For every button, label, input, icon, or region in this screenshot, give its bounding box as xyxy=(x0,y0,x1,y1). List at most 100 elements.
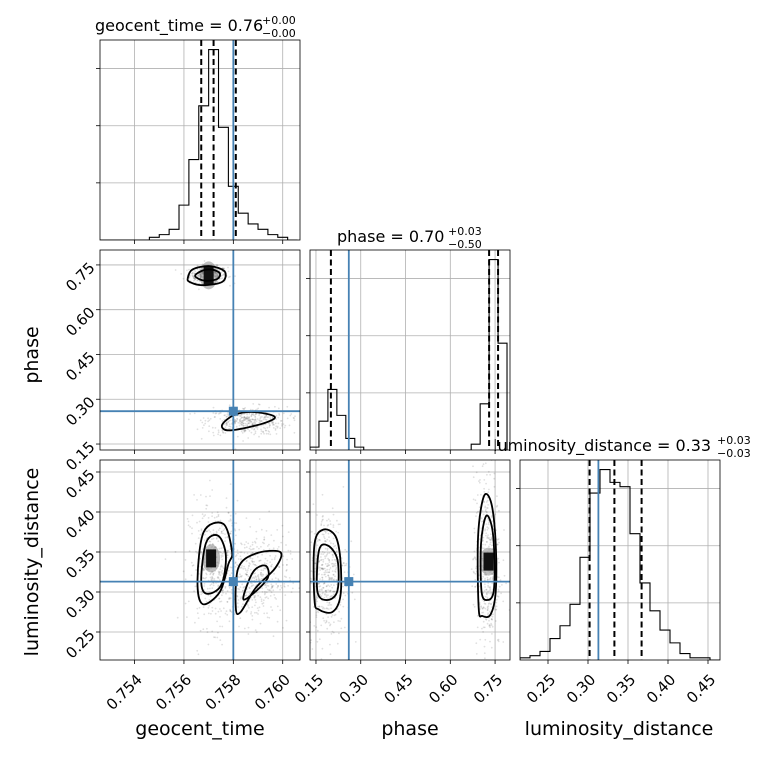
scatter-point xyxy=(249,526,252,528)
scatter-point xyxy=(226,556,229,559)
scatter-point xyxy=(200,593,203,596)
scatter-point xyxy=(494,513,497,516)
scatter-point xyxy=(475,512,478,514)
scatter-point xyxy=(255,537,258,540)
scatter-point xyxy=(482,606,485,609)
scatter-point xyxy=(263,593,266,596)
scatter-point xyxy=(192,279,195,282)
scatter-point xyxy=(190,574,193,577)
scatter-point xyxy=(475,642,478,645)
title-geocent-time: geocent_time = 0.76 xyxy=(95,16,263,36)
scatter-point xyxy=(332,590,335,593)
scatter-point xyxy=(315,562,317,565)
scatter-point xyxy=(224,587,227,589)
scatter-point xyxy=(319,566,322,569)
scatter-point xyxy=(483,500,485,503)
scatter-point xyxy=(484,657,486,660)
scatter-point xyxy=(264,416,266,419)
scatter-point xyxy=(253,421,255,424)
scatter-point xyxy=(203,568,206,571)
scatter-point xyxy=(479,608,482,610)
scatter-point xyxy=(483,666,485,668)
scatter-point xyxy=(255,420,258,422)
scatter-point xyxy=(237,558,240,560)
contour-geocent-time-vs-phase xyxy=(194,268,221,282)
scatter-point xyxy=(248,547,251,550)
scatter-point xyxy=(488,623,491,626)
scatter-point xyxy=(492,576,494,579)
scatter-point xyxy=(245,573,248,576)
scatter-point xyxy=(218,412,220,415)
scatter-point xyxy=(240,413,243,416)
contour-geocent-time-vs-luminosity-distance xyxy=(200,534,227,595)
scatter-point xyxy=(196,607,199,610)
scatter-point xyxy=(320,558,323,561)
scatter-point xyxy=(248,422,251,425)
scatter-point xyxy=(192,276,195,279)
scatter-point xyxy=(321,589,323,592)
scatter-point xyxy=(251,618,254,621)
scatter-point xyxy=(207,521,210,523)
scatter-point xyxy=(259,559,261,562)
scatter-point xyxy=(266,545,269,547)
scatter-point xyxy=(274,577,277,579)
scatter-point xyxy=(252,563,255,566)
scatter-point xyxy=(215,264,218,266)
scatter-point xyxy=(193,412,196,415)
scatter-point xyxy=(319,585,322,587)
scatter-point xyxy=(340,627,343,630)
scatter-point xyxy=(248,564,251,567)
scatter-point xyxy=(262,430,264,433)
scatter-point xyxy=(223,274,225,276)
scatter-point xyxy=(251,423,254,426)
scatter-point xyxy=(472,498,475,501)
scatter-point xyxy=(243,416,246,418)
scatter-point xyxy=(325,589,327,592)
scatter-point xyxy=(324,531,327,534)
scatter-point xyxy=(269,424,271,426)
scatter-point xyxy=(254,575,257,578)
scatter-point xyxy=(216,620,219,623)
scatter-point xyxy=(490,536,493,539)
scatter-point xyxy=(208,425,211,427)
scatter-point xyxy=(331,614,334,616)
scatter-point xyxy=(285,544,287,546)
scatter-point xyxy=(474,579,477,581)
scatter-point xyxy=(261,591,264,593)
scatter-point xyxy=(328,559,330,561)
histogram-luminosity-distance xyxy=(516,459,721,661)
scatter-point xyxy=(218,527,221,530)
scatter-point xyxy=(257,574,260,576)
scatter-point xyxy=(222,592,224,594)
scatter-point xyxy=(256,568,259,571)
scatter-point xyxy=(240,417,242,420)
scatter-point xyxy=(257,575,260,578)
scatter-point xyxy=(282,423,285,425)
scatter-point xyxy=(487,470,490,473)
scatter-point xyxy=(482,539,484,542)
scatter-point xyxy=(498,541,500,544)
scatter-point xyxy=(481,607,484,610)
scatter-point xyxy=(263,432,265,435)
scatter-point xyxy=(329,590,332,593)
scatter-point xyxy=(326,553,328,556)
scatter-point xyxy=(220,530,223,533)
scatter-point xyxy=(342,562,345,564)
scatter-point xyxy=(222,589,224,591)
scatter-point xyxy=(287,531,290,533)
scatter-point xyxy=(197,537,200,539)
scatter-point xyxy=(264,416,267,418)
scatter-point xyxy=(328,578,331,581)
scatter-point xyxy=(254,599,257,601)
scatter-point xyxy=(478,480,480,482)
scatter-point xyxy=(264,566,267,569)
scatter-point xyxy=(207,606,210,609)
scatter-point xyxy=(211,538,213,541)
scatter-point xyxy=(316,596,318,599)
scatter-point xyxy=(208,604,211,607)
scatter-point xyxy=(239,586,242,588)
scatter-point xyxy=(289,550,292,552)
scatter-point xyxy=(195,550,197,553)
scatter-point xyxy=(332,562,334,565)
scatter-point xyxy=(201,513,204,516)
